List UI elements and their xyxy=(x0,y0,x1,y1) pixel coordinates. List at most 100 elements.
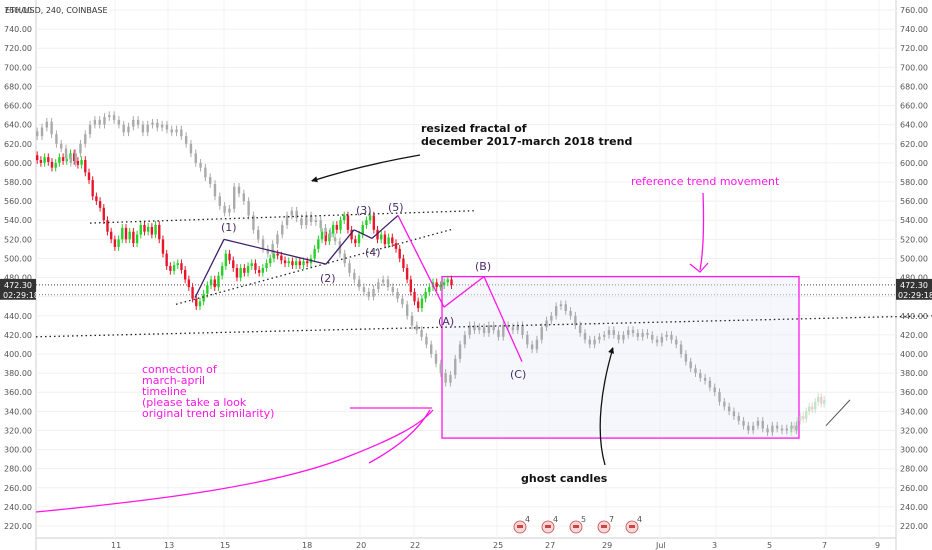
ghost-candle-body xyxy=(482,327,486,333)
badge-count: 5 xyxy=(581,515,586,524)
ghost-candle xyxy=(170,125,173,137)
event-badges[interactable]: 4 4 5 7 4 xyxy=(513,515,642,534)
ghost-candle-body xyxy=(545,320,548,328)
real-candle xyxy=(383,230,387,248)
event-badge[interactable]: 4 xyxy=(625,515,642,534)
ghost-candle-body xyxy=(199,162,202,168)
faint-candle-body xyxy=(799,416,802,421)
svg-text:02:29:18: 02:29:18 xyxy=(898,291,932,300)
real-candle-body xyxy=(276,253,279,256)
ghost-candle-body xyxy=(386,279,390,288)
real-candle-body xyxy=(198,301,202,307)
ghost-candle-body xyxy=(641,332,644,337)
real-candle-body xyxy=(376,229,379,240)
real-candle xyxy=(343,211,346,225)
real-candle xyxy=(424,288,427,303)
ghost-candle xyxy=(434,350,438,368)
ghost-candle xyxy=(117,116,121,129)
ghost-candle xyxy=(723,397,726,411)
ghost-candle-body xyxy=(223,205,226,213)
real-candle xyxy=(36,151,39,164)
ghost-candle xyxy=(213,180,217,201)
wave-line-1 xyxy=(194,239,225,298)
real-candle xyxy=(394,239,398,253)
faint-candle xyxy=(790,421,793,437)
event-badge[interactable]: 4 xyxy=(541,515,558,534)
ghost-candle-body xyxy=(727,406,731,412)
ghost-candle xyxy=(362,283,366,296)
ghost-candle-body xyxy=(775,425,779,429)
ghost-candle-body xyxy=(718,392,721,402)
ghost-candle-body xyxy=(574,315,577,326)
x-tick: 3 xyxy=(712,541,717,550)
ghost-candle xyxy=(550,311,553,325)
real-candle-body xyxy=(320,231,324,240)
real-candle-body xyxy=(217,275,220,288)
real-candle-body xyxy=(58,157,61,163)
y-tick-left: 380.00 xyxy=(4,369,32,378)
real-candle-body xyxy=(354,239,357,244)
ghost-candle-body xyxy=(578,325,582,333)
ghost-candle xyxy=(266,245,270,258)
y-tick-right: 500.00 xyxy=(900,254,928,263)
ghost-candle xyxy=(180,125,183,140)
real-candle xyxy=(350,225,353,244)
ghost-candle-body xyxy=(631,330,635,333)
ghost-candle xyxy=(540,323,543,344)
ghost-candle-body xyxy=(324,227,327,232)
ghost-candle xyxy=(281,221,284,239)
ghost-candle-body xyxy=(660,336,664,343)
ghost-candle-body xyxy=(487,325,491,333)
ghost-candle xyxy=(348,259,351,277)
ghost-candle-body xyxy=(84,134,87,144)
faint-candle xyxy=(802,412,805,423)
ghost-candle xyxy=(454,354,457,379)
ghost-annotation: ghost candles xyxy=(521,472,608,485)
real-candle xyxy=(276,249,279,260)
ghost-candle xyxy=(184,132,188,148)
event-badge[interactable]: 7 xyxy=(597,515,614,534)
ghost-candle xyxy=(343,249,346,268)
ghost-candle-body xyxy=(276,234,279,245)
real-candle xyxy=(113,235,117,251)
ghost-candle-body xyxy=(180,129,183,137)
connection-curve xyxy=(35,409,434,513)
real-candle-body xyxy=(139,225,142,235)
svg-text:472.30: 472.30 xyxy=(4,281,32,290)
wave-4: (4) xyxy=(365,246,381,259)
real-candle xyxy=(428,283,431,296)
ghost-candle-body xyxy=(112,115,116,120)
real-candle-body xyxy=(394,243,398,249)
ghost-candle xyxy=(204,163,207,182)
ghost-candle xyxy=(679,340,683,358)
svg-text:02:29:18: 02:29:18 xyxy=(3,291,39,300)
connection-annotation-2: march-april xyxy=(142,374,205,387)
event-badge[interactable]: 5 xyxy=(569,515,586,534)
ghost-candle xyxy=(36,127,39,140)
real-candle-body xyxy=(213,279,216,288)
faint-candle-body xyxy=(796,420,799,429)
ghost-candle-body xyxy=(281,225,284,235)
real-candle-body xyxy=(158,225,161,240)
fractal-annotation-line2: december 2017-march 2018 trend xyxy=(421,135,632,148)
ghost-candle xyxy=(247,197,250,220)
real-candle-body xyxy=(36,155,39,161)
ghost-candle-body xyxy=(50,121,53,135)
event-badge[interactable]: 4 xyxy=(513,515,530,534)
ghost-candle xyxy=(357,275,361,291)
ghost-candle xyxy=(588,335,591,349)
ghost-candle xyxy=(627,326,630,339)
real-candle-body xyxy=(191,287,194,299)
x-tick: 5 xyxy=(767,541,772,550)
ghost-candle-body xyxy=(526,334,529,345)
real-candle xyxy=(124,224,128,244)
y-tick-left: 360.00 xyxy=(4,388,32,397)
y-tick-left: 720.00 xyxy=(4,44,32,53)
real-candle-body xyxy=(269,258,272,264)
ghost-candle xyxy=(636,329,640,341)
real-candle xyxy=(283,256,287,268)
ghost-candle-body xyxy=(665,334,668,337)
real-candle-body xyxy=(417,301,420,309)
real-candle xyxy=(191,283,194,303)
